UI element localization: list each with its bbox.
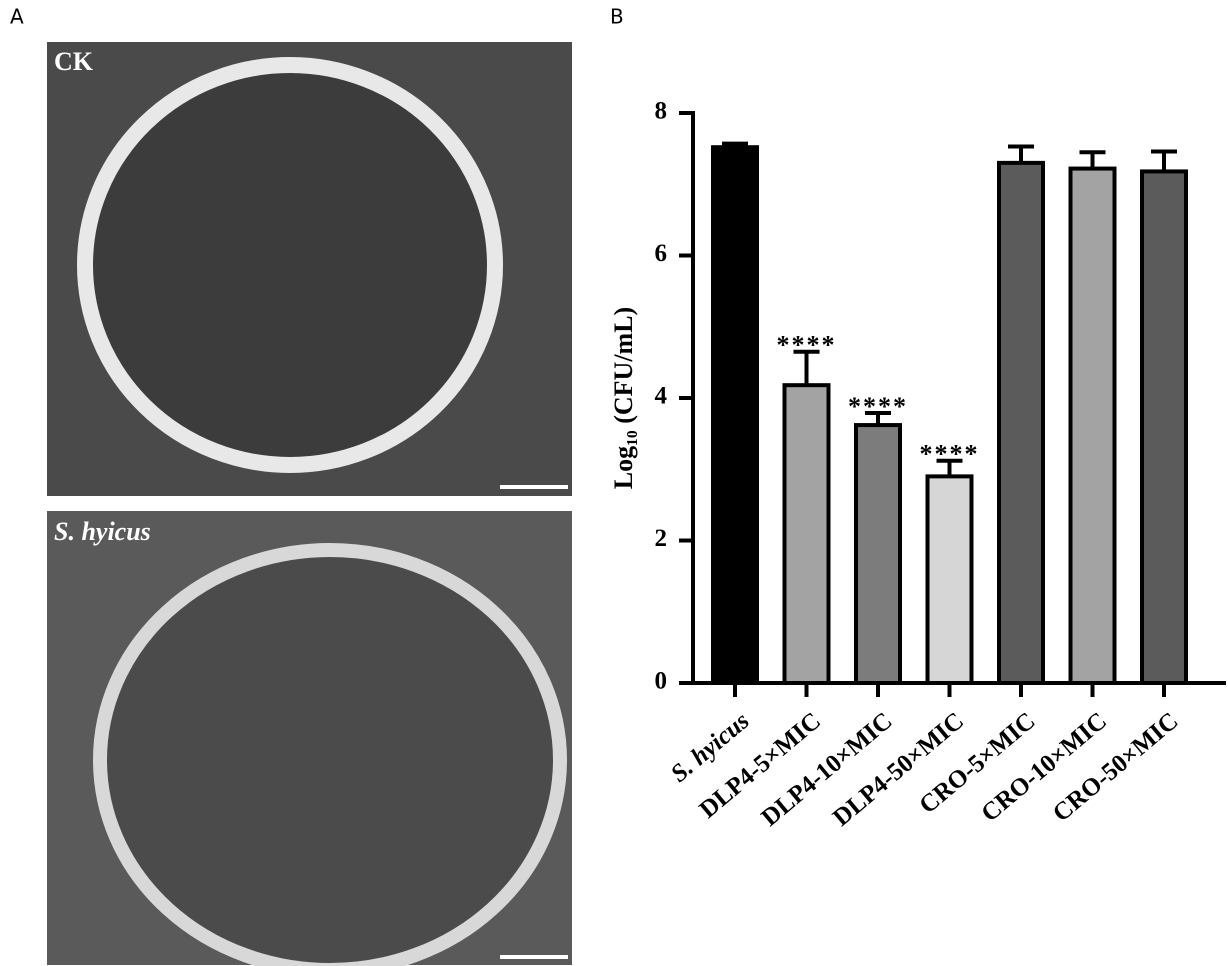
micrograph: CK: [47, 42, 572, 496]
y-axis-label: Log₁₀ (CFU/mL): [609, 307, 638, 489]
bar: [997, 160, 1045, 685]
panel-label: A: [10, 5, 24, 29]
y-tick-label: 6: [655, 240, 668, 267]
y-tick-label: 8: [655, 98, 668, 125]
image-label: S. hyicus: [54, 517, 151, 546]
y-tick-label: 4: [655, 383, 668, 410]
panel-label: B: [610, 5, 624, 29]
x-tick-label: CRO-50×MIC: [1048, 707, 1184, 827]
x-tick-label: CRO-10×MIC: [976, 707, 1112, 827]
micrograph: S. hyicus: [47, 511, 572, 966]
significance-label: ****: [920, 440, 980, 469]
y-tick-label: 2: [655, 525, 668, 552]
significance-label: ****: [777, 331, 837, 360]
y-tick-label: 0: [655, 668, 668, 695]
bar: [711, 145, 759, 685]
image-label: CK: [54, 47, 94, 76]
significance-label: ****: [848, 392, 908, 421]
bar: [782, 383, 831, 685]
bar: [854, 423, 902, 685]
bar: [1140, 169, 1188, 686]
x-tick-label: DLP4-5×MIC: [695, 707, 826, 823]
bar: [925, 474, 974, 685]
bar: [1068, 166, 1117, 685]
